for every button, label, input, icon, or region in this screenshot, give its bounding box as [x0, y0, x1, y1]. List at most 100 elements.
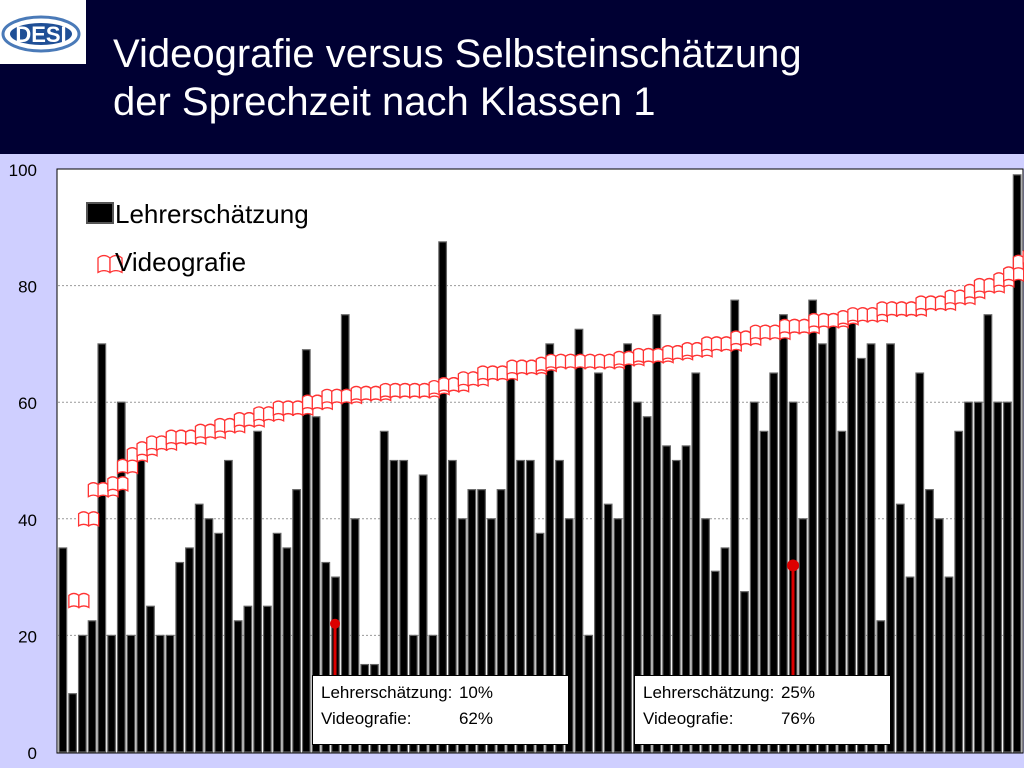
bar-69: [730, 299, 740, 753]
annotation-1-value-1: 10%: [458, 683, 493, 702]
bar-65: [691, 372, 701, 753]
bar-57: [613, 518, 623, 753]
bar-12: [175, 561, 185, 753]
legend-label-videografie: Videografie: [115, 247, 246, 277]
bar-21: [262, 605, 272, 753]
bar-68: [720, 547, 730, 753]
bar-78: [817, 343, 827, 753]
marker-0: [68, 592, 90, 609]
y-tick-label-40: 40: [18, 511, 37, 530]
bar-45: [496, 489, 506, 753]
bar-11: [165, 634, 175, 753]
bar-35: [399, 459, 409, 753]
bar-15: [204, 518, 214, 753]
bar-37: [418, 474, 428, 753]
bar-71: [749, 401, 759, 753]
bar-17: [224, 459, 233, 753]
bar-19: [243, 605, 253, 753]
annotation-pointers: [330, 559, 799, 675]
bar-60: [642, 416, 652, 753]
legend: Lehrerschätzung Videografie: [86, 199, 309, 277]
annotation-2-label-2: Videografie:: [643, 709, 734, 728]
bar-8: [136, 459, 146, 753]
bar-7: [126, 634, 136, 753]
bar-53: [574, 328, 584, 753]
bar-44: [486, 518, 496, 753]
pointer-dot-1: [330, 618, 340, 629]
bar-74: [779, 314, 788, 753]
annotation-box-2: Lehrerschätzung: 25% Videografie: 76%: [634, 675, 891, 745]
marker-5: [116, 458, 139, 475]
bar-82: [856, 357, 866, 753]
annotation-1-label-2: Videografie:: [321, 709, 412, 728]
bar-72: [759, 430, 769, 753]
bar-26: [311, 416, 321, 753]
bar-5: [107, 634, 116, 753]
marker-96: [1003, 266, 1024, 283]
bar-61: [652, 314, 662, 753]
bar-16: [214, 532, 224, 753]
bar-52: [564, 518, 574, 753]
bar-49: [535, 532, 545, 753]
bar-63: [671, 459, 681, 753]
annotation-1-value-2: 62%: [458, 709, 493, 728]
bar-93: [964, 401, 973, 753]
bar-86: [895, 503, 905, 753]
legend-swatch-marker: [97, 254, 123, 274]
bar-50: [545, 343, 555, 753]
annotation-2-value-2: 76%: [780, 709, 815, 728]
bars-lehrerschaetzung: [58, 174, 1022, 753]
bar-92: [954, 430, 964, 753]
legend-label-lehrerschaetzung: Lehrerschätzung: [115, 199, 309, 229]
y-tick-label-0: 0: [28, 744, 37, 763]
bar-83: [866, 343, 876, 753]
logo-text: DESI: [15, 22, 66, 47]
bar-chart: 0 20 40 60 80 100 Lehrerschätzung Videografie: [9, 161, 1024, 763]
bar-14: [194, 503, 204, 753]
bar-9: [146, 605, 155, 753]
bar-22: [272, 532, 282, 753]
bar-91: [944, 576, 954, 753]
desi-logo-graphic: DESI: [1, 15, 81, 53]
y-tick-label-80: 80: [18, 278, 37, 297]
annotation-box-1: Lehrerschätzung: 10% Videografie: 62%: [312, 675, 569, 745]
annotation-2-value-1: 25%: [780, 683, 815, 702]
bar-27: [321, 561, 331, 753]
bar-18: [233, 620, 243, 753]
bar-10: [155, 634, 165, 753]
legend-book-icon: [97, 254, 123, 274]
header-bar: DESI Videografie versus Selbsteinschätzu…: [0, 0, 1024, 154]
bar-64: [681, 445, 691, 753]
bar-96: [993, 401, 1003, 753]
bar-58: [623, 343, 633, 753]
title-line-2: der Sprechzeit nach Klassen 1: [113, 80, 656, 124]
annotation-1-label-1: Lehrerschätzung:: [321, 683, 453, 702]
marker-4: [107, 476, 129, 492]
annotation-2-label-1: Lehrerschätzung:: [643, 683, 775, 702]
bar-39: [438, 241, 448, 753]
bar-51: [555, 459, 564, 753]
bar-2: [77, 634, 87, 753]
bar-6: [116, 401, 126, 753]
bar-98: [1012, 174, 1022, 753]
bar-48: [525, 459, 535, 753]
bar-0: [58, 547, 68, 753]
legend-swatch-bar: [86, 202, 114, 224]
bar-56: [603, 503, 613, 753]
slide-title: Videografie versus Selbsteinschätzung de…: [113, 30, 802, 126]
marker-1: [77, 511, 100, 527]
bar-41: [457, 518, 467, 753]
title-line-1: Videografie versus Selbsteinschätzung: [113, 32, 802, 76]
bar-90: [934, 518, 944, 753]
bar-87: [905, 576, 915, 753]
bar-76: [798, 518, 808, 753]
bar-73: [769, 372, 779, 753]
bar-20: [253, 430, 263, 753]
bar-42: [467, 489, 477, 753]
bar-40: [447, 459, 457, 753]
marker-97: [1012, 254, 1024, 271]
y-axis-ticks: 0 20 40 60 80 100: [9, 161, 37, 763]
bar-59: [632, 401, 642, 753]
bar-30: [350, 518, 360, 753]
bar-67: [710, 570, 720, 753]
